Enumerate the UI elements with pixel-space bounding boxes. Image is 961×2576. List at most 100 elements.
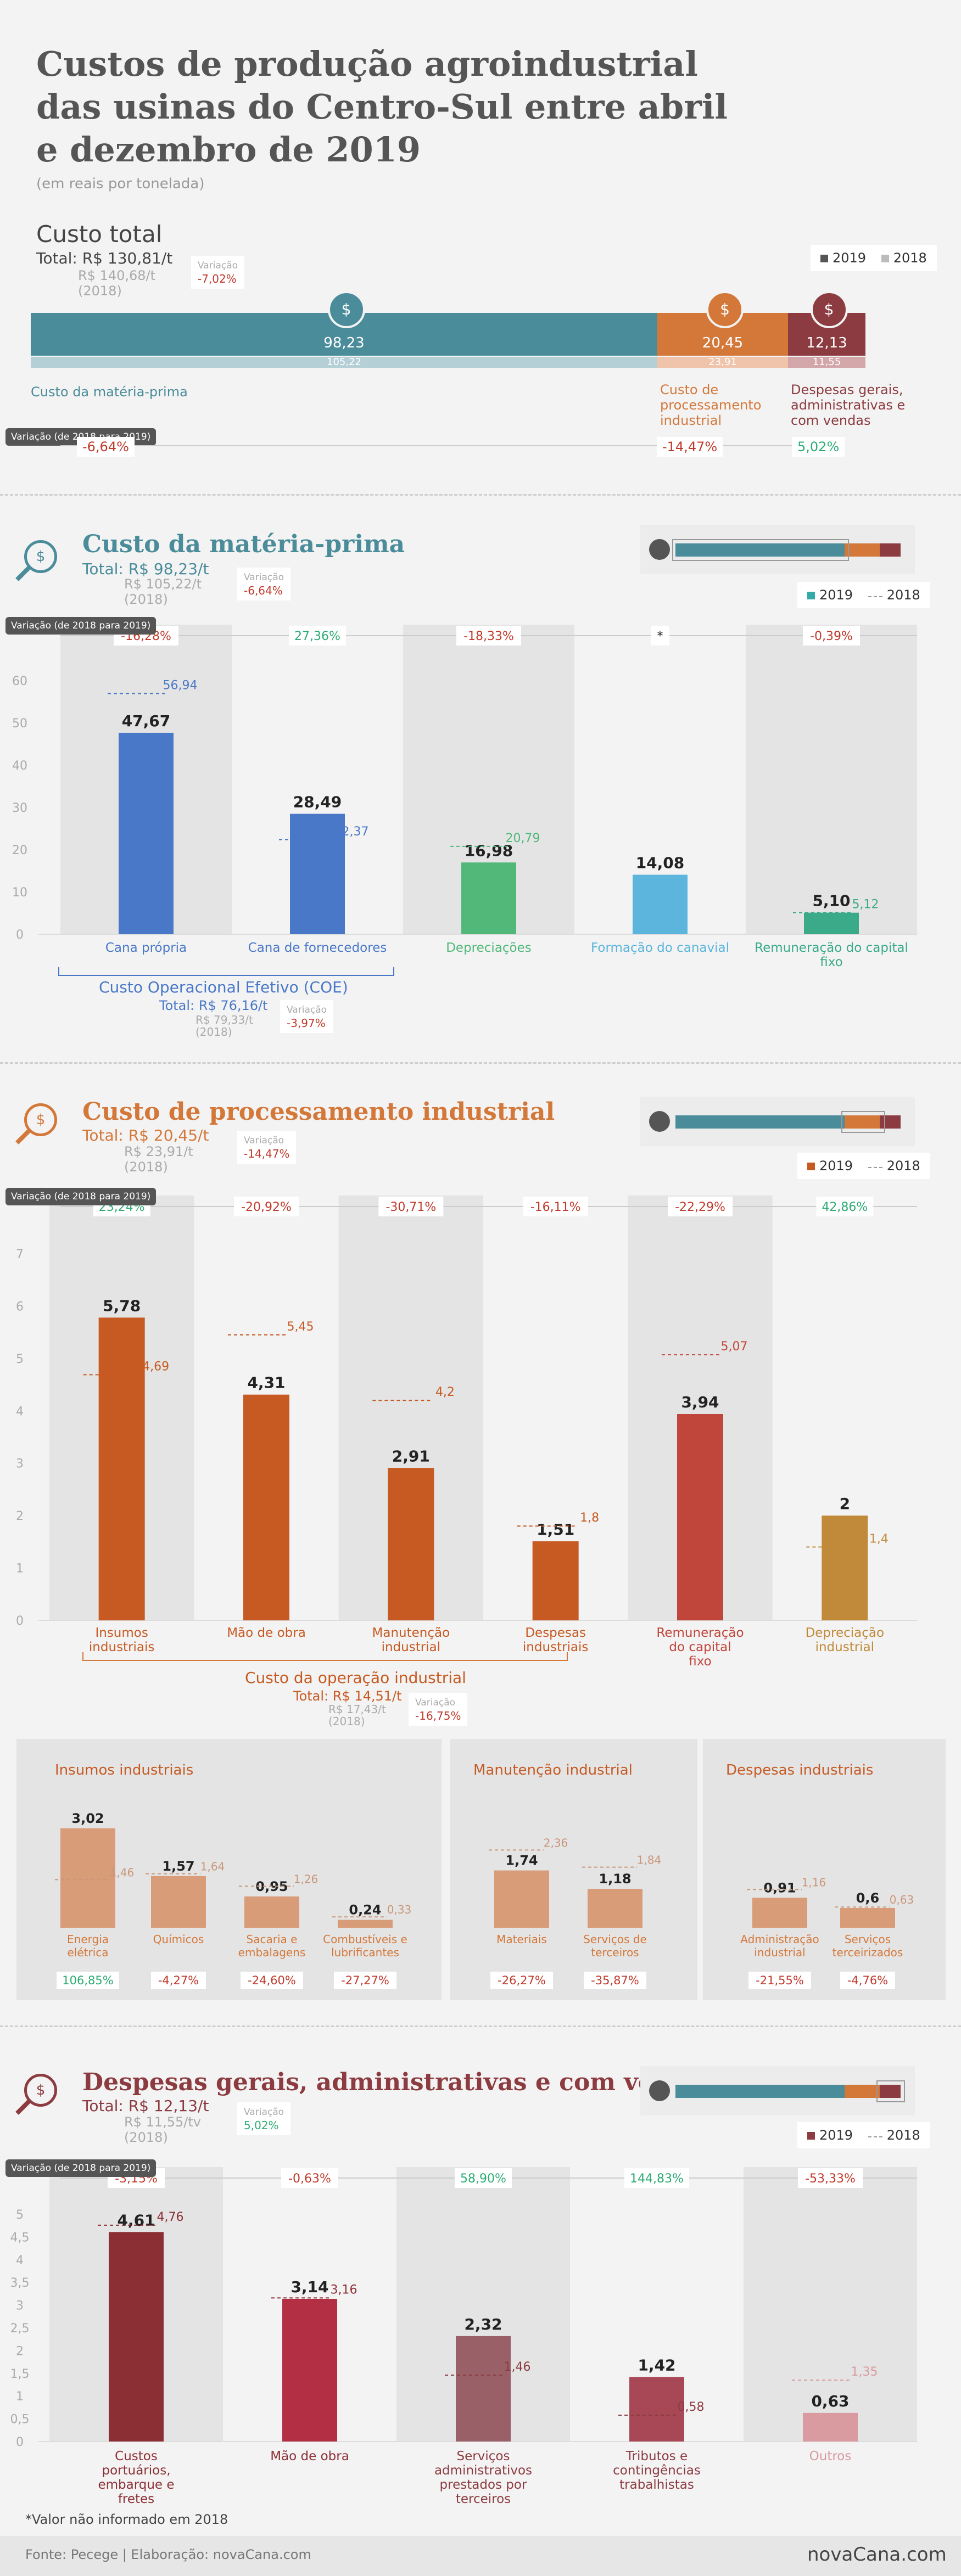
- total-variation-value: -7,02%: [198, 272, 237, 285]
- sub-bar-2018-label: 1,46: [110, 1866, 135, 1879]
- processamento-total-2018: R$ 23,91/t: [124, 1144, 193, 1159]
- y-tick-label: 60: [12, 675, 27, 688]
- variation-caption: Variação: [287, 1004, 327, 1015]
- bar-value-label: 3,14: [290, 2278, 328, 2296]
- pin-icon: [649, 2080, 670, 2101]
- bar-2019: [461, 862, 516, 934]
- change-pill: [816, 1197, 874, 1216]
- change-pill: [456, 626, 521, 646]
- magnifier-icon: $: [24, 1103, 57, 1136]
- sub-bar-2019: [60, 1828, 115, 1928]
- materia-total: Total: R$ 98,23/t: [82, 560, 209, 578]
- coe-label: Custo Operacional Efetivo (COE): [99, 978, 348, 996]
- bar-value-label: 2: [840, 1495, 850, 1513]
- processamento-variation-box: Variação -14,47%: [237, 1131, 297, 1164]
- change-value: 27,36%: [294, 630, 340, 643]
- bar-value-label: 16,98: [465, 841, 513, 860]
- sub-category-label: lubrificantes: [331, 1946, 399, 1959]
- bar-value-label: 4,31: [247, 1374, 285, 1392]
- sub-change-value: -35,87%: [591, 1974, 639, 1987]
- segment-label-processamento: Custo de processamento industrial: [660, 382, 762, 428]
- subpanel-despesas: [703, 1739, 946, 2000]
- y-tick-label: 5: [16, 1352, 24, 1366]
- total-2018-value: R$ 140,68/t: [78, 268, 156, 283]
- sub-bar-2018-label: 0,33: [387, 1903, 412, 1916]
- category-label: industriais: [89, 1640, 154, 1654]
- coe-variation-box: Variação -3,97%: [280, 1000, 334, 1033]
- legend-2018-label: 2018: [893, 250, 927, 266]
- variation-tag-materia: Variação (de 2018 para 2019): [5, 617, 157, 635]
- y-tick-label: 0: [16, 928, 24, 942]
- y-tick-label: 3: [16, 1457, 24, 1471]
- magnifier-icon: $: [24, 2074, 57, 2107]
- column-band: [744, 2167, 917, 2442]
- processamento-bar-chart: 012345675,784,6923,24%Insumosindustriais…: [16, 1196, 917, 1669]
- sub-bar-2019: [338, 1920, 393, 1928]
- total-stacked-bar: 105,22 $98,23 23,91 $20,45 11,55 $12,13: [31, 291, 865, 368]
- operacao-label: Custo da operação industrial: [245, 1669, 466, 1687]
- mini-highlight: [841, 1111, 885, 1133]
- variation-caption: Variação: [244, 572, 284, 583]
- y-tick-label: 3: [16, 2299, 24, 2313]
- despesas-bar-chart: 00,511,522,533,544,55 4,61 4,76-3,15%Custo…: [10, 2167, 917, 2506]
- bar-2019: [677, 1414, 723, 1620]
- change-value: -16,11%: [530, 1200, 581, 1214]
- category-label: terceiros: [456, 2492, 511, 2506]
- stack-2018-segment-2: 11,55: [788, 357, 865, 368]
- bar-2019: [290, 813, 345, 934]
- subpanel-title-despesas: Despesas industriais: [726, 1762, 874, 1778]
- section-divider: [0, 494, 961, 496]
- bar-2019: [109, 2232, 164, 2442]
- sub-change-value: -27,27%: [341, 1974, 389, 1987]
- sub-change-pill: [748, 1972, 811, 1989]
- segment-label-despesas: Despesas gerais, administrativas e com v…: [791, 382, 906, 428]
- mini-segment-despesas: [880, 2085, 901, 2098]
- bar-2019: [282, 2299, 337, 2442]
- category-label: Depreciações: [446, 941, 532, 955]
- legend-2019-label: 2019: [819, 2128, 853, 2143]
- sub-bar-2018-label: 2,36: [544, 1836, 568, 1849]
- change-value: *: [657, 630, 663, 643]
- change-value: -22,29%: [675, 1200, 725, 1214]
- change-value: -20,92%: [241, 1200, 292, 1214]
- change-pill: [523, 1197, 588, 1216]
- sub-category-label: Materiais: [496, 1933, 547, 1946]
- materia-variation-value: -6,64%: [244, 584, 283, 597]
- operacao-year-2018: (2018): [328, 1715, 365, 1728]
- bar-value-label: 1,51: [537, 1520, 574, 1539]
- page-subtitle: (em reais por tonelada): [36, 176, 205, 192]
- mini-stacked-bar: [675, 1111, 901, 1133]
- bar-value-label: 5,78: [103, 1297, 141, 1315]
- y-tick-label: 1: [16, 1562, 24, 1576]
- magnifier-handle: [15, 2098, 32, 2115]
- sub-category-label: Serviços: [845, 1933, 891, 1946]
- bar-2018-label: 0,58: [678, 2400, 705, 2414]
- sub-change-pill: [840, 1972, 895, 1989]
- y-tick-label: 7: [16, 1248, 24, 1261]
- sub-category-label: elétrica: [67, 1946, 108, 1959]
- y-tick-label: 0: [16, 2435, 24, 2449]
- bar-2019: [629, 2377, 684, 2442]
- total-change-processamento: -14,47%: [657, 437, 723, 457]
- sub-bar-2018-label: 1,64: [200, 1860, 225, 1873]
- column-band: [746, 625, 917, 934]
- bar-2018-label: 4,69: [142, 1360, 169, 1373]
- bar-2018-label: 4,2: [435, 1385, 455, 1399]
- processamento-year-2018: (2018): [124, 1159, 168, 1175]
- bar-value-label: 5,10: [812, 892, 850, 910]
- category-label: contingências: [613, 2463, 701, 2478]
- money-bag-icon: $: [327, 291, 365, 328]
- stack-2018-segment-1: 23,91: [657, 357, 788, 368]
- change-value: -18,33%: [463, 630, 514, 643]
- sub-bar-value: 1,18: [599, 1871, 631, 1887]
- processamento-total: Total: R$ 20,45/t: [82, 1126, 209, 1144]
- bar-2018-label: 1,4: [869, 1532, 889, 1546]
- category-label: trabalhistas: [619, 2478, 694, 2492]
- legend-2018-line: [868, 2136, 882, 2137]
- category-label: Manutenção: [372, 1626, 450, 1640]
- bar-2019: [243, 1394, 289, 1620]
- category-label: Cana própria: [105, 941, 187, 955]
- y-tick-label: 2,5: [10, 2322, 30, 2336]
- sub-category-label: Químicos: [153, 1933, 204, 1946]
